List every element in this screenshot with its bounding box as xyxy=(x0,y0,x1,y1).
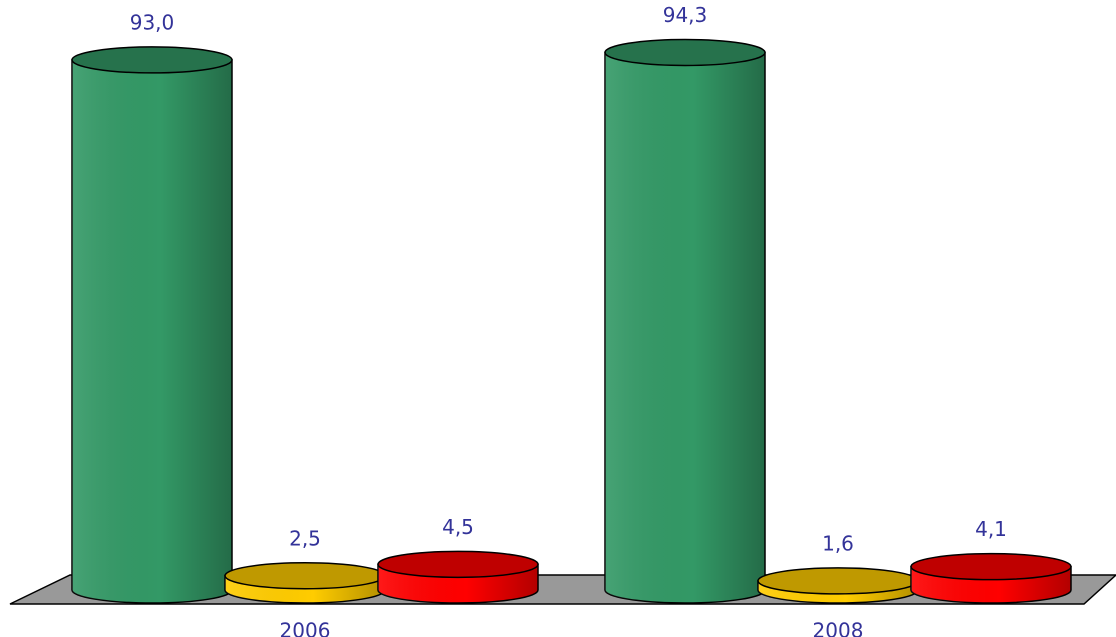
x-tick-label: 2006 xyxy=(280,619,331,637)
bar-shade xyxy=(605,52,765,604)
bar-top-shade xyxy=(758,567,918,594)
data-label: 93,0 xyxy=(130,10,175,34)
data-label: 4,5 xyxy=(442,515,474,539)
bar-top-shade xyxy=(911,553,1071,580)
data-label: 4,1 xyxy=(975,517,1007,541)
bar-top xyxy=(604,38,766,67)
bar-top xyxy=(910,552,1072,581)
bar-top-shade xyxy=(72,46,232,73)
bar-top-shade xyxy=(605,39,765,66)
bar-shade xyxy=(72,59,232,603)
bar-top-shade xyxy=(378,551,538,578)
bar-top-shade xyxy=(225,562,385,589)
data-label: 2,5 xyxy=(289,526,321,550)
bar-top xyxy=(377,550,539,579)
data-label: 1,6 xyxy=(822,531,854,555)
bar-top xyxy=(71,46,233,74)
x-tick-label: 2008 xyxy=(813,619,864,637)
data-label: 94,3 xyxy=(663,3,708,27)
